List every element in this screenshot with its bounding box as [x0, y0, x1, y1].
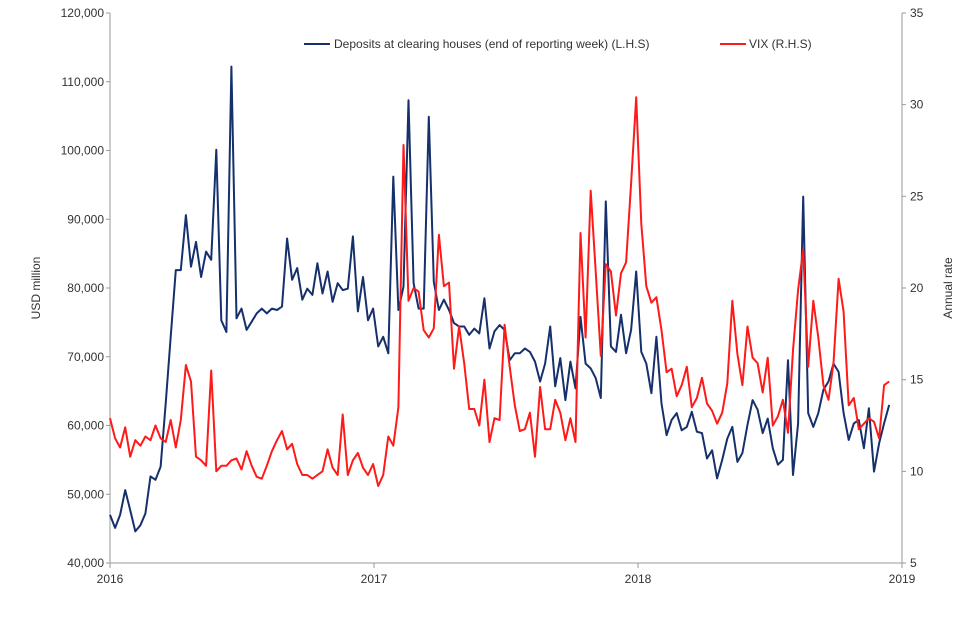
x-tick-label: 2016 — [97, 572, 124, 586]
y-right-tick-label: 15 — [910, 373, 924, 387]
y-right-tick-label: 35 — [910, 6, 924, 20]
y-left-tick-label: 40,000 — [67, 556, 104, 570]
x-tick-label: 2017 — [361, 572, 388, 586]
x-tick-label: 2019 — [889, 572, 916, 586]
series-line-deposits — [109, 65, 891, 533]
x-tick-label: 2018 — [625, 572, 652, 586]
axes: 40,000 50,000 60,000 70,000 80,000 90,000 100,… — [61, 6, 924, 586]
y-axis-right-label: Annual rate — [941, 257, 955, 319]
y-left-tick-label: 50,000 — [67, 487, 104, 501]
y-left-tick-label: 120,000 — [61, 6, 105, 20]
y-right-tick-label: 10 — [910, 464, 924, 478]
y-axis-left-label: USD million — [29, 257, 43, 320]
y-left-tick-label: 80,000 — [67, 281, 104, 295]
y-left-tick-label: 90,000 — [67, 212, 104, 226]
y-right-tick-label: 30 — [910, 98, 924, 112]
y-left-tick-label: 110,000 — [62, 75, 105, 89]
legend-label-vix: VIX (R.H.S) — [749, 37, 812, 51]
series-lines — [109, 65, 891, 533]
y-right-tick-label: 5 — [910, 556, 917, 570]
y-left-tick-label: 100,000 — [61, 144, 105, 158]
y-right-tick-label: 25 — [910, 189, 924, 203]
y-left-tick-label: 70,000 — [67, 350, 104, 364]
legend: Deposits at clearing houses (end of repo… — [304, 37, 812, 51]
y-right-tick-label: 20 — [910, 281, 924, 295]
y-left-tick-label: 60,000 — [67, 419, 104, 433]
legend-label-deposits: Deposits at clearing houses (end of repo… — [334, 37, 650, 51]
series-line-vix — [109, 96, 890, 487]
